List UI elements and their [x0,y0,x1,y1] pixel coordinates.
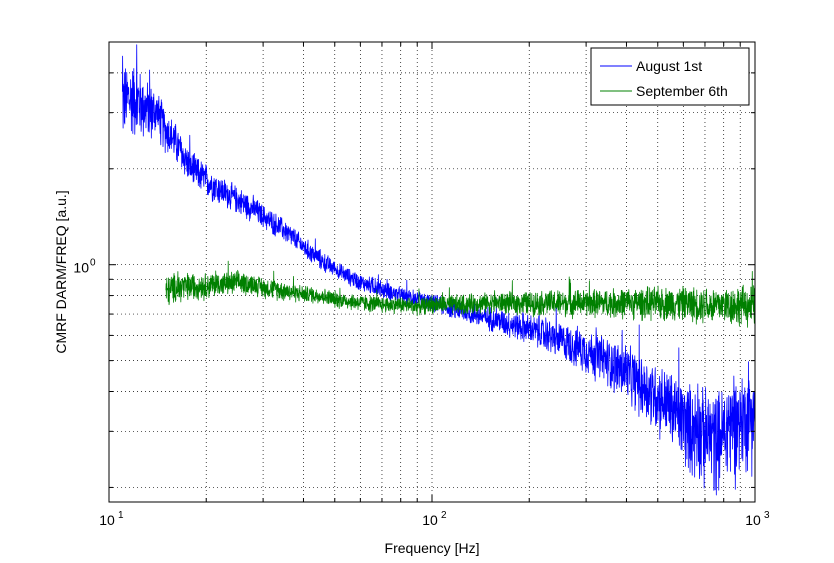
legend-label-september: September 6th [636,83,728,99]
ticks [108,41,756,502]
series-line-august-1st [121,44,756,496]
x-tick-label: 10 [745,512,761,528]
series-layer [121,44,756,496]
x-tick-label: 10 [99,512,115,528]
x-tick-exponent: 2 [441,510,447,521]
x-tick-exponent: 3 [764,510,770,521]
legend: August 1st September 6th [590,47,750,106]
x-axis-label: Frequency [Hz] [385,540,480,556]
x-tick-exponent: 1 [118,510,124,521]
series-line-september-6th [165,260,756,328]
tick-labels: 10 1 10 2 10 310 0 [73,258,770,528]
plot-area [109,42,755,502]
y-tick-exponent: 0 [90,258,96,269]
y-tick-label: 10 [73,260,89,276]
x-tick-label: 10 [422,512,438,528]
y-axis-label: CMRF DARM/FREQ [a.u.] [53,190,69,353]
legend-label-august: August 1st [636,58,702,74]
grid [109,42,755,502]
legend-box [590,47,750,106]
